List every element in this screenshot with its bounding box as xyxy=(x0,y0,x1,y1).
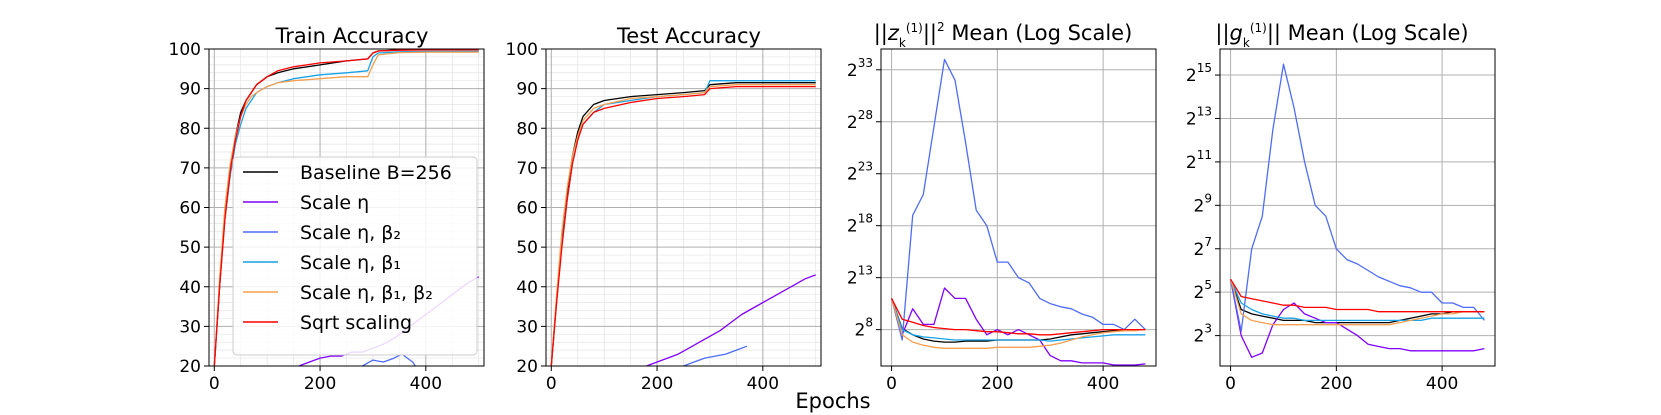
x-tick-label: 200 xyxy=(1320,374,1352,394)
legend: Baseline B=256 Scale η Scale η, β₂ Scale η,… xyxy=(232,156,478,356)
y-tick-label: 30 xyxy=(516,317,538,337)
y-tick-label: 228 xyxy=(847,108,873,133)
legend-label: Scale η, β₁, β₂ xyxy=(300,282,433,304)
x-tick-label: 400 xyxy=(1087,374,1119,394)
x-tick-label: 200 xyxy=(304,374,336,394)
series-line-sqrt-scaling xyxy=(891,298,1146,336)
series-line-scale xyxy=(890,287,1146,366)
x-tick-label: 0 xyxy=(886,374,897,394)
series-line-sqrt-scaling xyxy=(213,49,479,366)
y-tick-label: 50 xyxy=(516,238,538,258)
y-tick-label: 29 xyxy=(1194,191,1212,216)
y-tick-label: 233 xyxy=(847,56,873,81)
chart-title: Train Accuracy xyxy=(275,24,429,48)
y-tick-label: 23 xyxy=(1194,322,1212,347)
series-line-scale xyxy=(1229,63,1485,332)
panel-test-accuracy: Test Accuracy 20 30 40 50 60 70 80 90 100 0 200 400 xyxy=(506,24,822,394)
y-tick-label: 20 xyxy=(516,357,538,377)
legend-box xyxy=(232,156,478,356)
y-tick-label: 90 xyxy=(516,80,538,100)
x-tick-label: 200 xyxy=(641,374,673,394)
y-tick-label: 215 xyxy=(1186,61,1212,86)
y-tick-label: 70 xyxy=(179,159,201,179)
y-tick-label: 60 xyxy=(516,199,538,219)
legend-label: Scale η, β₁ xyxy=(300,252,401,274)
legend-label: Sqrt scaling xyxy=(300,312,412,334)
y-tick-label: 100 xyxy=(506,40,538,60)
y-tick-label: 90 xyxy=(179,80,201,100)
plot-area-frame xyxy=(880,48,1157,367)
series-line-scale xyxy=(362,353,416,366)
series-line-scale xyxy=(890,298,1146,342)
y-tick-label: 213 xyxy=(1186,104,1212,129)
series-line-scale xyxy=(213,51,479,366)
series-line-scale xyxy=(890,298,1146,349)
x-tick-label: 0 xyxy=(546,374,557,394)
y-tick-label: 60 xyxy=(179,199,201,219)
legend-label: Scale η, β₂ xyxy=(300,222,401,244)
x-tick-label: 200 xyxy=(981,374,1013,394)
series-line-sqrt-scaling xyxy=(550,85,816,366)
y-tick-label: 30 xyxy=(179,317,201,337)
y-tick-label: 211 xyxy=(1186,148,1212,173)
x-tick-label: 400 xyxy=(1426,374,1458,394)
y-tick-label: 20 xyxy=(179,357,201,377)
series-line-scale xyxy=(1230,278,1485,322)
panel-z-norm: ||zk(1)||2 Mean (Log Scale) 28 213 218 223 2… xyxy=(847,20,1157,394)
series-line-scale xyxy=(550,84,816,366)
chart-title: Test Accuracy xyxy=(616,24,761,48)
y-tick-label: 25 xyxy=(1194,278,1212,303)
series-line-scale xyxy=(646,274,816,366)
legend-label: Scale η xyxy=(300,192,369,214)
series-line-scale xyxy=(683,345,748,366)
y-tick-label: 28 xyxy=(855,316,873,341)
y-tick-label: 100 xyxy=(169,40,201,60)
series-line-baseline-b-256 xyxy=(1229,278,1485,324)
chart-title: ||gk(1)|| Mean (Log Scale) xyxy=(1215,21,1468,50)
plot-area-frame xyxy=(1219,48,1496,367)
x-tick-label: 400 xyxy=(747,374,779,394)
y-tick-label: 80 xyxy=(179,119,201,139)
x-tick-label: 0 xyxy=(209,374,220,394)
series-line-scale xyxy=(890,58,1146,341)
x-axis-label: Epochs xyxy=(795,389,870,413)
y-tick-label: 40 xyxy=(179,278,201,298)
x-tick-label: 400 xyxy=(410,374,442,394)
y-tick-label: 40 xyxy=(516,278,538,298)
y-tick-label: 213 xyxy=(847,264,873,289)
chart-title: ||zk(1)||2 Mean (Log Scale) xyxy=(874,20,1133,50)
y-tick-label: 218 xyxy=(847,212,873,237)
x-tick-label: 0 xyxy=(1225,374,1236,394)
y-tick-label: 50 xyxy=(179,238,201,258)
y-tick-label: 70 xyxy=(516,159,538,179)
legend-label: Baseline B=256 xyxy=(300,162,452,184)
panel-g-norm: ||gk(1)|| Mean (Log Scale) 23 25 27 29 211 21… xyxy=(1186,21,1496,394)
series-line-sqrt-scaling xyxy=(1230,278,1485,313)
y-tick-label: 223 xyxy=(847,160,873,185)
y-tick-label: 27 xyxy=(1194,235,1212,260)
y-tick-label: 80 xyxy=(516,119,538,139)
series-line-scale xyxy=(1229,279,1485,326)
